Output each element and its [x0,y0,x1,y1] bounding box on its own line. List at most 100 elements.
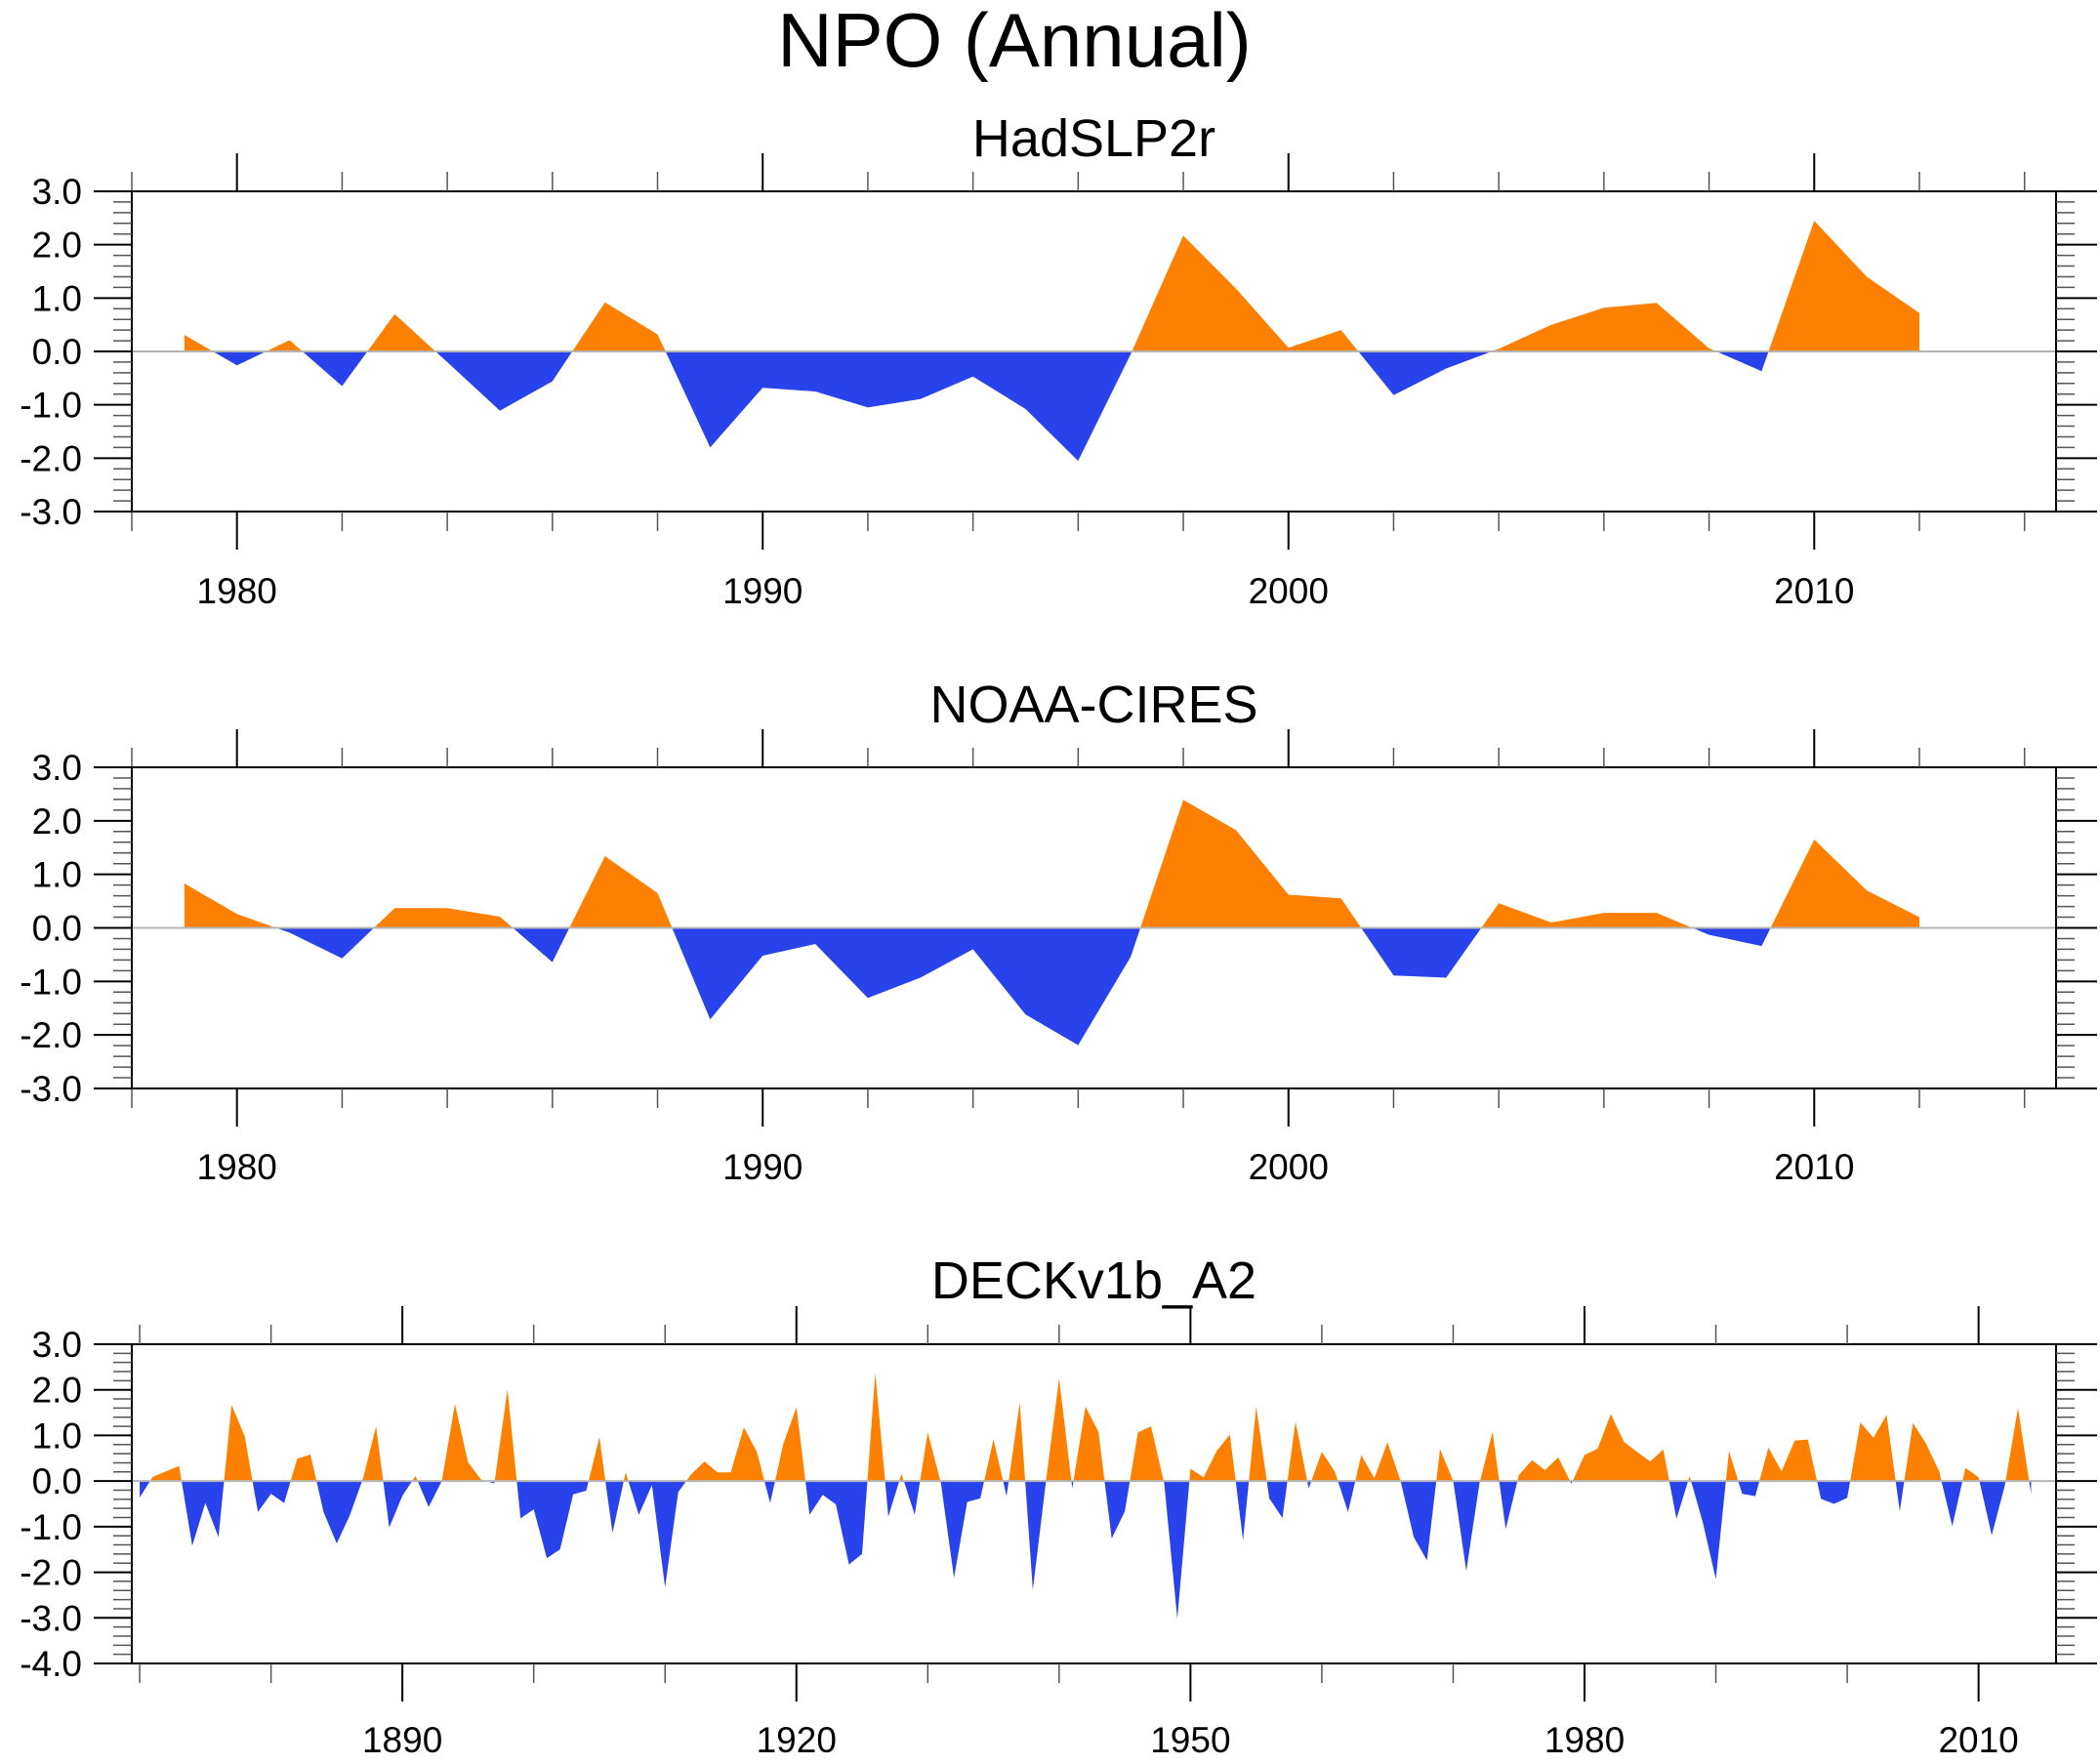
positive-area [1436,1449,1454,1482]
y-tick-label: 2.0 [32,1371,82,1411]
positive-area [1287,1421,1307,1482]
negative-area [1668,1481,1689,1519]
positive-area [984,1439,1004,1482]
positive-area [1572,1414,1669,1482]
panel-noaa-cires: NOAA-CIRES 1980 1990 2000 2010 3.0 2.0 1.0 0.0 -1… [20,676,2097,1187]
positive-area [1962,1467,1980,1482]
negative-area [1338,1481,1356,1512]
negative-area [1738,1481,1760,1497]
negative-area [1361,927,1482,978]
positive-area [1491,303,1717,351]
positive-area [774,1407,805,1482]
y-tick-label: 1.0 [32,855,82,895]
panel-hadslp2r: HadSLP2r 1980 1990 2000 2010 3.0 2.0 1.0 0.0 -1.0… [20,109,2097,611]
positive-area [1249,1407,1267,1482]
x-tick-label: 1990 [722,571,803,611]
y-tick-label: -4.0 [20,1644,82,1684]
negative-area [665,351,1132,462]
positive-area [290,1455,317,1482]
y-tick-label: -2.0 [20,1015,82,1055]
positive-area [1311,1452,1338,1482]
y-tick-label: 3.0 [32,748,82,788]
negative-area [764,1481,775,1503]
negative-area [275,927,375,959]
positive-area [184,335,214,351]
y-tick-label: 1.0 [32,278,82,318]
y-tick-label: 1.0 [32,1415,82,1456]
y-tick-label: 3.0 [32,1325,82,1365]
positive-area [1688,1476,1692,1482]
positive-area [572,302,666,351]
positive-area [1770,840,1919,928]
negative-area [805,1481,868,1565]
negative-area [1941,1481,1963,1527]
positive-area [1481,903,1693,928]
positive-area [1073,1407,1105,1482]
panel-title: HadSLP2r [972,109,1215,168]
negative-area [1499,1481,1518,1530]
negative-area [513,927,570,963]
positive-area [441,1404,486,1482]
negative-area [885,1481,900,1517]
negative-area [1104,1481,1131,1538]
positive-area [623,1472,629,1482]
x-tick-label: 1990 [722,1147,803,1187]
positive-area [1140,800,1362,928]
y-tick-label: -2.0 [20,438,82,478]
y-tick-label: -2.0 [20,1553,82,1593]
negative-area [316,1481,362,1544]
x-tick-label: 2010 [1774,1147,1854,1187]
negative-area [213,351,267,366]
positive-area [686,1427,764,1482]
plot-frame [131,1343,2057,1664]
y-tick-label: 2.0 [32,226,82,266]
positive-area [1725,1451,1739,1482]
y-tick-label: 0.0 [32,909,82,949]
x-tick-label: 2000 [1249,1147,1329,1187]
x-tick-label: 1980 [197,571,277,611]
positive-area [494,1389,517,1482]
x-tick-label: 1950 [1150,1720,1230,1760]
panel-deckv1b-a2: DECKv1b_A2 1890 1920 1950 1980 2010 3.0 2.01.0 0… [20,1251,2097,1760]
y-tick-label: -1.0 [20,962,82,1002]
negative-area [1716,351,1769,372]
positive-area [1517,1456,1571,1482]
y-tick-label: -3.0 [20,1598,82,1638]
y-tick-label: 0.0 [32,332,82,372]
positive-area [899,1473,904,1482]
positive-area [361,1426,384,1482]
x-tick-label: 2010 [1774,571,1854,611]
negative-area [182,1481,225,1546]
negative-area [1025,1481,1047,1590]
negative-area [383,1481,413,1528]
y-tick-label: -3.0 [20,1069,82,1109]
negative-area [940,1481,985,1579]
positive-area [1759,1439,1818,1482]
y-tick-label: 3.0 [32,172,82,212]
positive-area [1355,1442,1401,1482]
positive-area [1009,1402,1026,1482]
negative-area [140,1481,150,1497]
positive-area [920,1432,941,1482]
positive-area [1130,1426,1164,1482]
negative-area [302,351,368,387]
negative-area [1235,1481,1250,1540]
positive-area [1850,1415,1896,1482]
positive-area [1132,235,1359,351]
positive-area [588,1437,606,1482]
positive-area [149,1465,182,1482]
negative-area [1266,1481,1288,1518]
y-tick-label: 0.0 [32,1461,82,1501]
x-tick-label: 1920 [757,1720,837,1760]
negative-area [435,351,573,411]
panel-title: NOAA-CIRES [929,676,1257,734]
negative-area [1895,1481,1905,1511]
x-tick-label: 2010 [1938,1720,2018,1760]
negative-area [1691,1481,1726,1579]
positive-area [1768,221,1919,351]
x-tick-label: 1980 [1544,1720,1625,1760]
negative-area [1817,1481,1851,1504]
positive-area [224,1405,253,1482]
positive-area [412,1476,418,1482]
